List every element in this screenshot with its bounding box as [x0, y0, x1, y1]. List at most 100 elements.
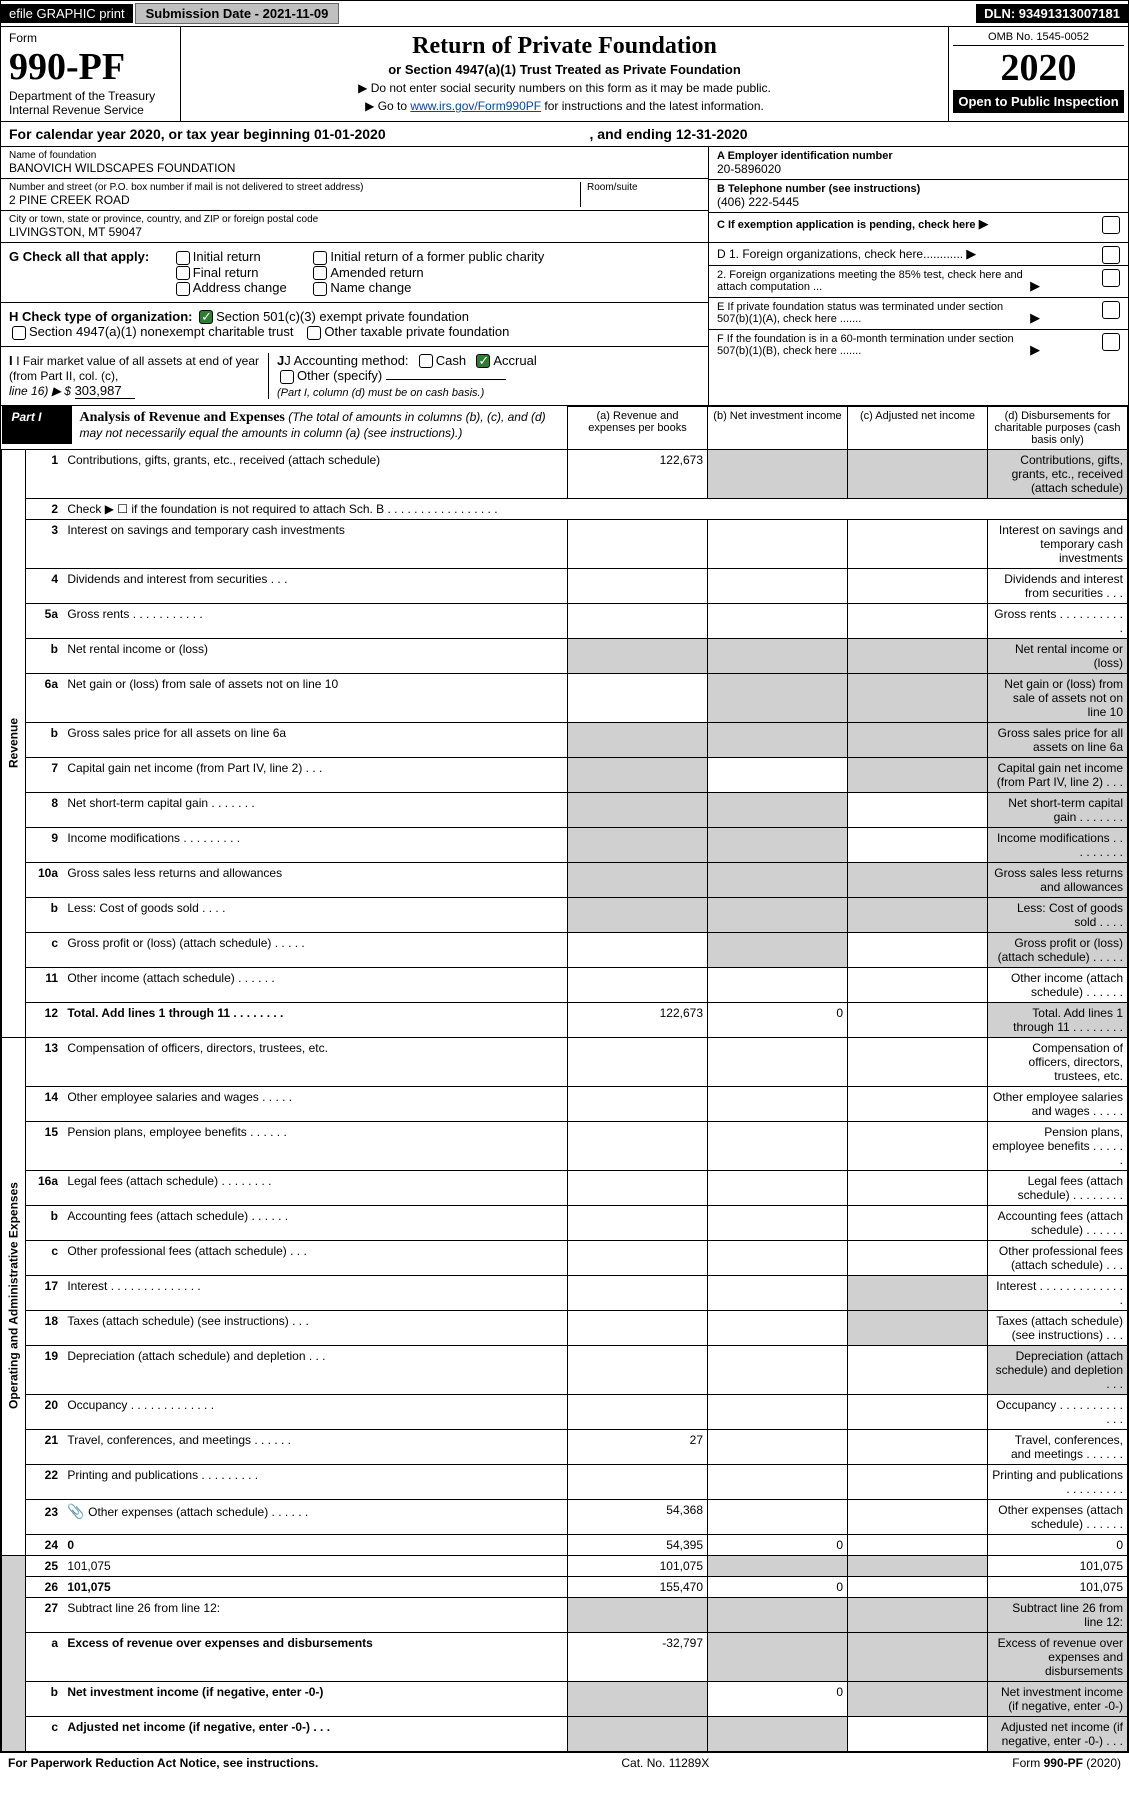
table-row: c Adjusted net income (if negative, ente…	[2, 1716, 1128, 1751]
amended-return-checkbox[interactable]	[313, 266, 327, 280]
cell-d: Dividends and interest from securities .…	[988, 568, 1128, 603]
col-b-header: (b) Net investment income	[708, 406, 848, 449]
table-row: 3 Interest on savings and temporary cash…	[2, 519, 1128, 568]
attachment-icon[interactable]: 📎	[67, 1503, 84, 1519]
cell-b	[708, 722, 848, 757]
foundation-city: LIVINGSTON, MT 59047	[9, 225, 700, 239]
final-return-checkbox[interactable]	[176, 266, 190, 280]
room-label: Room/suite	[587, 182, 700, 193]
line-desc: 6a Net gain or (loss) from sale of asset…	[26, 673, 568, 722]
cell-c	[848, 1310, 988, 1345]
table-row: Operating and Administrative Expenses13 …	[2, 1037, 1128, 1086]
cell-b	[708, 1499, 848, 1534]
cell-a: 54,395	[568, 1534, 708, 1555]
table-row: 14 Other employee salaries and wages . .…	[2, 1086, 1128, 1121]
4947a1-checkbox[interactable]	[12, 326, 26, 340]
cell-b	[708, 897, 848, 932]
exemption-pending-checkbox[interactable]	[1102, 216, 1120, 234]
other-method-checkbox[interactable]	[280, 370, 294, 384]
line-desc: 1 Contributions, gifts, grants, etc., re…	[26, 449, 568, 498]
cell-b	[708, 1310, 848, 1345]
e-checkbox[interactable]	[1102, 301, 1120, 319]
d1-checkbox[interactable]	[1102, 246, 1120, 264]
cell-a	[568, 1345, 708, 1394]
cell-b: 0	[708, 1576, 848, 1597]
cell-a: 155,470	[568, 1576, 708, 1597]
cell-c	[848, 1345, 988, 1394]
fmv-value: 303,987	[75, 383, 135, 399]
cell-a: 54,368	[568, 1499, 708, 1534]
cell-c	[848, 792, 988, 827]
cell-b	[708, 1205, 848, 1240]
line-desc: 19 Depreciation (attach schedule) and de…	[26, 1345, 568, 1394]
form-header: Form 990-PF Department of the Treasury I…	[1, 27, 1128, 122]
cell-d: Occupancy . . . . . . . . . . . . .	[988, 1394, 1128, 1429]
paperwork-notice: For Paperwork Reduction Act Notice, see …	[8, 1756, 318, 1770]
cell-c	[848, 1205, 988, 1240]
d2-checkbox[interactable]	[1102, 269, 1120, 287]
cell-b	[708, 638, 848, 673]
table-row: 20 Occupancy . . . . . . . . . . . . .Oc…	[2, 1394, 1128, 1429]
501c3-checkbox[interactable]	[199, 310, 213, 324]
cell-c	[848, 1275, 988, 1310]
accrual-checkbox[interactable]	[476, 354, 490, 368]
cell-a	[568, 792, 708, 827]
cell-c	[848, 1681, 988, 1716]
cell-b	[708, 1121, 848, 1170]
cell-b	[708, 862, 848, 897]
cell-d: Other income (attach schedule) . . . . .…	[988, 967, 1128, 1002]
line-desc: b Less: Cost of goods sold . . . .	[26, 897, 568, 932]
cell-c	[848, 1086, 988, 1121]
cell-c	[848, 1002, 988, 1037]
initial-return-checkbox[interactable]	[176, 251, 190, 265]
cell-a: 122,673	[568, 1002, 708, 1037]
table-row: a Excess of revenue over expenses and di…	[2, 1632, 1128, 1681]
table-row: 26 101,075155,4700101,075	[2, 1576, 1128, 1597]
cell-b	[708, 1345, 848, 1394]
f-checkbox[interactable]	[1102, 333, 1120, 351]
cell-d: Gross profit or (loss) (attach schedule)…	[988, 932, 1128, 967]
cell-b	[708, 603, 848, 638]
submission-date-button[interactable]: Submission Date - 2021-11-09	[135, 3, 340, 24]
form-title: Return of Private Foundation	[187, 33, 942, 60]
e-label: E If private foundation status was termi…	[717, 301, 1027, 325]
cell-a: -32,797	[568, 1632, 708, 1681]
section-h: H Check type of organization: Section 50…	[1, 303, 708, 347]
open-public-tag: Open to Public Inspection	[953, 90, 1124, 113]
cell-b	[708, 1555, 848, 1576]
cell-c	[848, 1597, 988, 1632]
table-row: 16a Legal fees (attach schedule) . . . .…	[2, 1170, 1128, 1205]
line-desc: 8 Net short-term capital gain . . . . . …	[26, 792, 568, 827]
phone-label: B Telephone number (see instructions)	[717, 183, 920, 195]
table-row: 15 Pension plans, employee benefits . . …	[2, 1121, 1128, 1170]
line-desc: b Gross sales price for all assets on li…	[26, 722, 568, 757]
line-desc: a Excess of revenue over expenses and di…	[26, 1632, 568, 1681]
name-change-checkbox[interactable]	[313, 282, 327, 296]
cell-b	[708, 1429, 848, 1464]
cell-a	[568, 932, 708, 967]
cell-d: Other expenses (attach schedule) . . . .…	[988, 1499, 1128, 1534]
tax-year: 2020	[953, 46, 1124, 90]
instruction-2: ▶ Go to www.irs.gov/Form990PF for instru…	[187, 99, 942, 113]
cash-checkbox[interactable]	[419, 354, 433, 368]
revenue-sidelabel: Revenue	[2, 449, 26, 1037]
cell-a	[568, 1464, 708, 1499]
cell-d: Less: Cost of goods sold . . . .	[988, 897, 1128, 932]
address-change-checkbox[interactable]	[176, 282, 190, 296]
table-row: Revenue1 Contributions, gifts, grants, e…	[2, 449, 1128, 498]
initial-former-checkbox[interactable]	[313, 251, 327, 265]
cell-a	[568, 1275, 708, 1310]
cell-c	[848, 603, 988, 638]
cell-c	[848, 1534, 988, 1555]
cell-a	[568, 568, 708, 603]
cell-b: 0	[708, 1681, 848, 1716]
line-desc: 12 Total. Add lines 1 through 11 . . . .…	[26, 1002, 568, 1037]
table-row: 8 Net short-term capital gain . . . . . …	[2, 792, 1128, 827]
irs-link[interactable]: www.irs.gov/Form990PF	[410, 99, 541, 113]
line-desc: c Gross profit or (loss) (attach schedul…	[26, 932, 568, 967]
cell-c	[848, 1394, 988, 1429]
other-taxable-checkbox[interactable]	[307, 326, 321, 340]
line-desc: 2 Check ▶ ☐ if the foundation is not req…	[26, 498, 1128, 519]
cell-c	[848, 1555, 988, 1576]
foundation-address: 2 PINE CREEK ROAD	[9, 193, 580, 207]
